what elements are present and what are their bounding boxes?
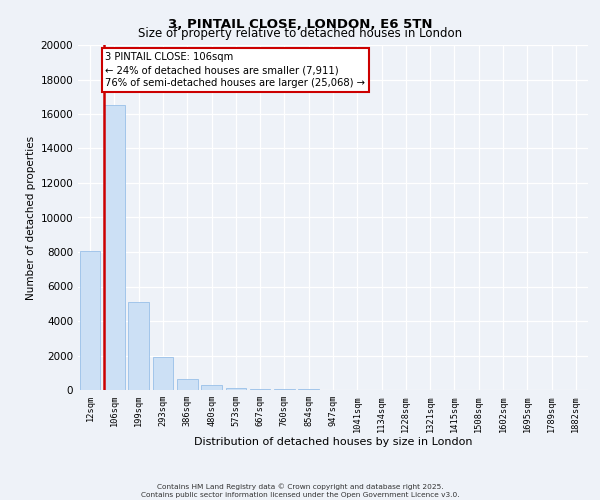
Text: Size of property relative to detached houses in London: Size of property relative to detached ho… — [138, 28, 462, 40]
Text: 3, PINTAIL CLOSE, LONDON, E6 5TN: 3, PINTAIL CLOSE, LONDON, E6 5TN — [168, 18, 432, 30]
Text: 3 PINTAIL CLOSE: 106sqm
← 24% of detached houses are smaller (7,911)
76% of semi: 3 PINTAIL CLOSE: 106sqm ← 24% of detache… — [106, 52, 365, 88]
Bar — [104, 106, 125, 390]
Bar — [177, 380, 197, 390]
X-axis label: Distribution of detached houses by size in London: Distribution of detached houses by size … — [194, 437, 472, 447]
Bar — [226, 388, 246, 390]
Bar — [274, 389, 295, 390]
Bar — [250, 388, 271, 390]
Bar — [152, 357, 173, 390]
Bar — [201, 386, 222, 390]
Bar — [80, 251, 100, 390]
Text: Contains HM Land Registry data © Crown copyright and database right 2025.
Contai: Contains HM Land Registry data © Crown c… — [140, 484, 460, 498]
Y-axis label: Number of detached properties: Number of detached properties — [26, 136, 36, 300]
Bar — [128, 302, 149, 390]
